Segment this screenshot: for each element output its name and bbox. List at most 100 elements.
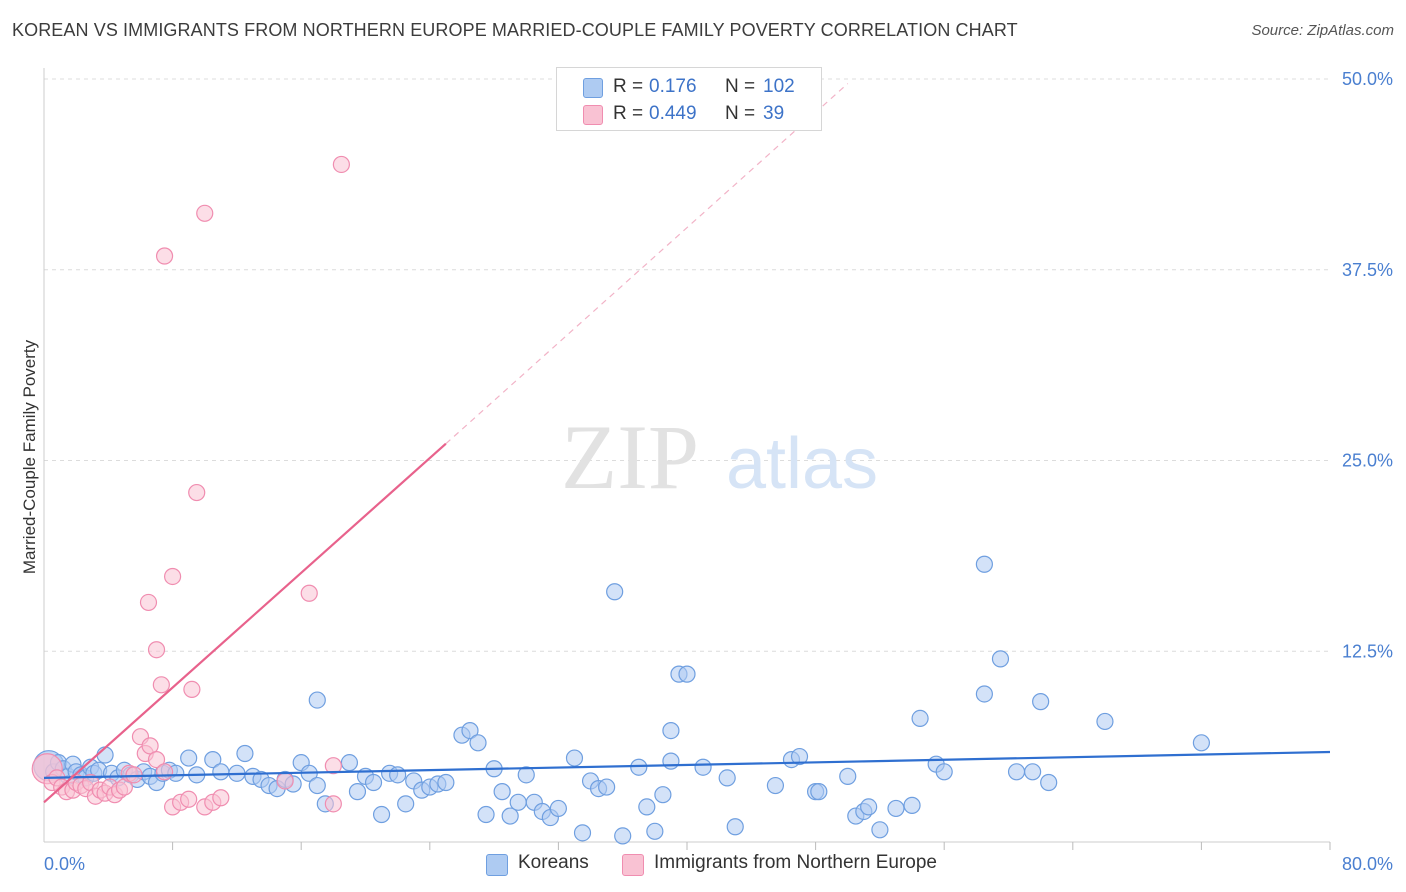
korean-point: [364, 773, 383, 792]
watermark: ZIP atlas: [561, 406, 878, 508]
korean-point: [549, 799, 568, 818]
northern-europe-legend-swatch: [622, 854, 644, 876]
korean-point: [646, 822, 664, 840]
korean-point: [1024, 763, 1042, 781]
korean-point: [718, 769, 736, 787]
northern-europe-point: [155, 763, 174, 781]
korean-point: [372, 805, 391, 824]
korean-point: [565, 749, 584, 767]
korean-point: [766, 776, 785, 795]
korean-point: [389, 766, 407, 784]
korean-point: [573, 824, 592, 842]
korean-point: [1032, 693, 1050, 711]
korean-point: [236, 744, 254, 763]
korean-point: [1192, 734, 1211, 752]
northern-europe-point: [125, 766, 143, 784]
legend-label-koreans: Koreans: [518, 852, 589, 873]
n-label: N =: [725, 76, 756, 97]
n-value: 39: [763, 103, 785, 124]
northern-europe-point: [196, 204, 214, 222]
korean-point: [348, 783, 367, 801]
korean-point: [517, 766, 535, 784]
northern-europe-point: [152, 676, 170, 694]
korean-point: [212, 763, 230, 781]
korean-point: [911, 709, 929, 727]
korean-point: [903, 796, 921, 814]
korean-trend-line: [43, 750, 1331, 780]
korean-point: [935, 763, 953, 781]
stats-legend: R = 0.176 N = 102 R = 0.449 N = 39: [556, 67, 822, 131]
korean-point: [598, 778, 616, 796]
korean-point: [810, 783, 828, 801]
korean-point: [461, 722, 479, 740]
korean-point: [1040, 773, 1058, 792]
korean-point: [860, 798, 878, 816]
korean-point: [638, 798, 656, 816]
korean-point: [630, 758, 648, 776]
koreans-swatch: [583, 78, 603, 98]
korean-point: [501, 807, 519, 825]
korean-point: [606, 583, 624, 601]
northern-europe-swatch: [583, 105, 603, 125]
korean-point: [509, 793, 527, 811]
chart-source: Source: ZipAtlas.com: [1251, 22, 1394, 39]
korean-point: [662, 722, 680, 740]
chart-title: KOREAN VS IMMIGRANTS FROM NORTHERN EUROP…: [12, 20, 1018, 40]
n-label: N =: [725, 103, 756, 124]
korean-point: [839, 767, 857, 785]
korean-point: [654, 786, 672, 804]
northern-europe-point: [212, 789, 230, 807]
korean-point: [887, 799, 905, 818]
korean-point: [871, 821, 889, 839]
northern-europe-point: [276, 772, 294, 790]
korean-point: [204, 750, 222, 769]
northern-europe-point: [183, 680, 201, 699]
korean-point: [308, 776, 326, 795]
northern-europe-point: [324, 795, 342, 813]
korean-point: [975, 555, 993, 573]
korean-point: [1007, 763, 1026, 781]
korean-point: [678, 665, 696, 683]
korean-point: [96, 746, 114, 764]
korean-point: [790, 747, 809, 766]
r-label: R =: [613, 76, 644, 97]
korean-point: [991, 650, 1010, 668]
stats-row-northern-europe: R = 0.449 N = 39: [557, 100, 821, 128]
korean-point: [477, 805, 495, 824]
northern-europe-point: [139, 593, 158, 612]
northern-europe-point: [147, 750, 166, 769]
korean-point: [469, 734, 487, 752]
legend-label-northern-europe: Immigrants from Northern Europe: [654, 852, 937, 873]
northern-europe-point: [300, 584, 318, 602]
korean-point: [493, 783, 511, 801]
koreans-legend-swatch: [486, 854, 508, 876]
korean-point: [180, 749, 198, 767]
y-tick-label: 25.0%: [1342, 451, 1393, 471]
x-tick-label: 0.0%: [44, 854, 85, 874]
korean-point: [308, 691, 326, 709]
korean-point: [694, 758, 712, 776]
y-tick-label: 12.5%: [1342, 641, 1393, 661]
tick-layer: 12.5% 25.0% 37.5% 50.0% 0.0% 80.0%: [44, 69, 1393, 874]
r-label: R =: [613, 103, 644, 124]
korean-point: [437, 773, 455, 792]
korean-point: [340, 754, 359, 772]
northern-europe-point: [188, 483, 206, 502]
y-tick-label: 37.5%: [1342, 260, 1393, 280]
watermark-zip: ZIP: [561, 406, 699, 508]
korean-point: [975, 685, 993, 703]
trend-layer: [43, 83, 1331, 804]
y-tick-label: 50.0%: [1342, 69, 1393, 89]
northern-europe-point: [147, 641, 166, 659]
northern-europe-point: [180, 790, 198, 808]
korean-point: [397, 795, 415, 813]
x-tick-label: 80.0%: [1342, 854, 1393, 874]
northern-europe-trend-line: [43, 442, 447, 804]
korean-point: [614, 827, 632, 845]
n-value: 102: [763, 76, 795, 97]
northern-europe-point: [141, 737, 159, 755]
northern-europe-point: [324, 757, 342, 775]
korean-point: [1096, 712, 1114, 731]
northern-europe-trend-extension: [445, 83, 849, 445]
